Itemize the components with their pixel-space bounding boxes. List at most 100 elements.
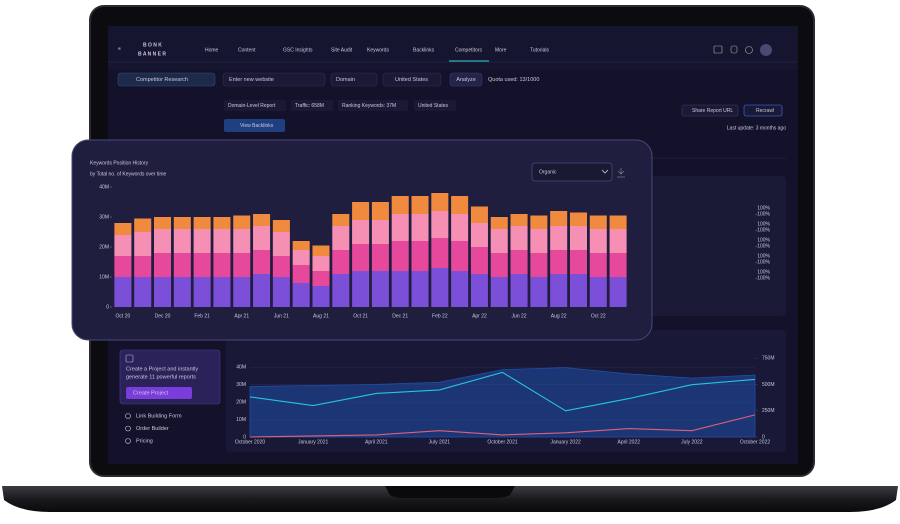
nav-item[interactable]: GSC Insights xyxy=(283,47,313,53)
bar-segment xyxy=(431,268,449,307)
recrawl-button[interactable] xyxy=(743,104,783,117)
bar-segment xyxy=(332,226,350,250)
create-project-button[interactable] xyxy=(126,387,192,399)
x-tick-label: Apr 22 xyxy=(472,313,487,319)
chevron xyxy=(601,169,609,174)
y-tick-label: 0 xyxy=(106,304,109,310)
bar-segment xyxy=(490,253,508,277)
bar-segment xyxy=(470,223,488,247)
bar-segment xyxy=(550,226,568,250)
bar-segment xyxy=(530,229,548,253)
bar-segment xyxy=(431,238,449,268)
change-value: 100% xyxy=(757,221,770,227)
share-label: Share Report URL xyxy=(692,108,733,114)
change-value: -100% xyxy=(756,211,771,217)
bar-segment xyxy=(352,202,370,220)
change-value: -100% xyxy=(756,259,771,265)
link-icon xyxy=(125,413,131,419)
bar-segment xyxy=(391,214,409,241)
y-tick-label: 0 xyxy=(243,434,246,440)
download-icon[interactable] xyxy=(617,168,625,178)
y-tick-label: 10M xyxy=(99,274,109,280)
nav-item[interactable]: Backlinks xyxy=(413,47,435,53)
line xyxy=(249,371,756,412)
bar-segment xyxy=(233,253,251,277)
icon[interactable] xyxy=(713,45,723,54)
icon[interactable] xyxy=(730,45,738,54)
nav-bar xyxy=(108,26,798,70)
change-value: -100% xyxy=(756,275,771,281)
x-tick-label: October 2022 xyxy=(740,439,771,445)
bar-segment xyxy=(589,215,607,229)
x-tick-label: October 2021 xyxy=(487,439,518,445)
x-tick-label: October 2020 xyxy=(235,439,266,445)
bar-segment xyxy=(173,217,191,229)
bar-segment xyxy=(609,277,627,307)
bar-segment xyxy=(470,206,488,223)
sidebar-link[interactable]: Link Building Form xyxy=(136,413,182,419)
nav-item[interactable]: Competitors xyxy=(455,47,482,53)
bar-segment xyxy=(312,245,330,256)
nav-item[interactable]: Content xyxy=(238,47,256,53)
country-select[interactable] xyxy=(382,72,442,87)
sidebar-link[interactable]: Pricing xyxy=(136,438,153,444)
bar-segment xyxy=(233,277,251,307)
icon[interactable] xyxy=(745,46,753,54)
menu-icon[interactable]: ≡ xyxy=(118,46,121,52)
summary-panel xyxy=(630,176,786,316)
area xyxy=(249,367,756,438)
quota: Quota used: 13/1000 xyxy=(488,77,539,83)
bar-segment xyxy=(332,250,350,274)
avatar[interactable] xyxy=(760,44,772,56)
y-tick-label: 30M xyxy=(99,214,109,220)
change-value: -100% xyxy=(756,243,771,249)
bar-segment xyxy=(352,220,370,244)
bar-segment xyxy=(569,226,587,250)
nav-item[interactable]: Keywords xyxy=(367,47,389,53)
x-tick-label: Jun 22 xyxy=(512,313,527,319)
last-update: Last update: 3 months ago xyxy=(727,125,786,131)
bar-segment xyxy=(371,220,389,244)
bar-segment xyxy=(411,196,429,214)
notch xyxy=(385,486,515,498)
nav-item[interactable]: More xyxy=(495,47,507,53)
bar-segment xyxy=(213,217,231,229)
bar-segment xyxy=(550,250,568,274)
bar-segment xyxy=(470,274,488,307)
input-placeholder: Enter new website xyxy=(229,77,274,83)
tool-label: Competitor Research xyxy=(136,77,188,83)
bar-segment xyxy=(510,274,528,307)
bar-segment xyxy=(134,232,152,256)
dropdown[interactable] xyxy=(531,162,613,182)
x-tick-label: Oct 21 xyxy=(353,313,368,319)
bar-segment xyxy=(451,241,469,271)
bar-segment xyxy=(391,196,409,214)
view-backlinks-button[interactable] xyxy=(224,119,285,132)
link-icon xyxy=(125,425,131,432)
bar-segment xyxy=(134,277,152,307)
bar-segment xyxy=(371,244,389,271)
bar-segment xyxy=(114,235,132,256)
bar-segment xyxy=(213,253,231,277)
dropdown-label: Organic xyxy=(539,169,557,175)
bar-segment xyxy=(193,217,211,229)
analyze-button[interactable] xyxy=(449,72,483,87)
tool-select[interactable] xyxy=(117,72,216,87)
mode-select[interactable] xyxy=(330,72,378,87)
share-button[interactable] xyxy=(681,104,739,117)
bar-segment xyxy=(114,223,132,235)
bar-segment xyxy=(352,271,370,307)
bar-segment xyxy=(173,277,191,307)
view-backlinks-label: View Backlinks xyxy=(240,123,274,129)
bar-segment xyxy=(272,277,290,307)
nav-item[interactable]: Site Audit xyxy=(331,47,353,53)
cta-label: Create Project xyxy=(133,390,169,396)
bar-segment xyxy=(530,215,548,229)
nav-item[interactable]: Tutorials xyxy=(530,47,549,53)
url-input[interactable] xyxy=(222,72,326,87)
link-icon xyxy=(125,438,131,444)
nav-item[interactable]: Home xyxy=(205,47,219,53)
bar-segment xyxy=(490,229,508,253)
sidebar-link[interactable]: Order Builder xyxy=(136,426,169,432)
